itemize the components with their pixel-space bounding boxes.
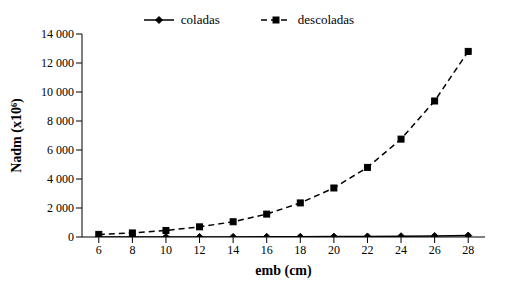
svg-text:14 000: 14 000 xyxy=(41,27,74,41)
svg-text:4 000: 4 000 xyxy=(47,172,74,186)
svg-text:26: 26 xyxy=(429,243,441,257)
svg-text:18: 18 xyxy=(294,243,306,257)
svg-text:8 000: 8 000 xyxy=(47,114,74,128)
svg-text:28: 28 xyxy=(462,243,474,257)
svg-text:20: 20 xyxy=(328,243,340,257)
html-text:descoladas: descoladas xyxy=(297,12,355,27)
svg-text:6 000: 6 000 xyxy=(47,143,74,157)
svg-text:emb (cm): emb (cm) xyxy=(255,263,312,279)
svg-text:24: 24 xyxy=(395,243,407,257)
svg-text:14: 14 xyxy=(227,243,239,257)
svg-text:12 000: 12 000 xyxy=(41,56,74,70)
svg-text:16: 16 xyxy=(261,243,273,257)
html-text:coladas: coladas xyxy=(180,12,220,27)
svg-text:6: 6 xyxy=(96,243,102,257)
svg-text:Nadm (x10⁶): Nadm (x10⁶) xyxy=(9,98,25,173)
svg-text:2 000: 2 000 xyxy=(47,201,74,215)
svg-text:0: 0 xyxy=(68,230,74,244)
svg-text:22: 22 xyxy=(361,243,373,257)
svg-text:10 000: 10 000 xyxy=(41,85,74,99)
svg-text:10: 10 xyxy=(160,243,172,257)
svg-text:8: 8 xyxy=(129,243,135,257)
svg-text:12: 12 xyxy=(194,243,206,257)
